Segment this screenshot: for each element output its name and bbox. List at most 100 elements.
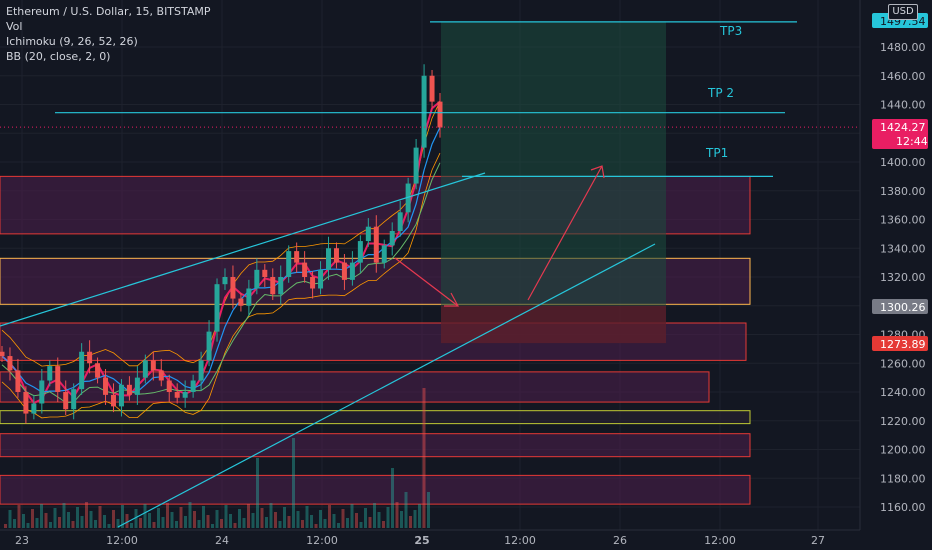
time-axis[interactable]: 23 12:00 24 12:00 25 12:00 26 12:00 27	[0, 529, 860, 547]
volume-bar	[337, 523, 340, 528]
time-tick-label: 27	[811, 534, 825, 547]
volume-bar	[247, 504, 250, 528]
price-badge-current: 1424.27	[880, 121, 926, 134]
price-badge-time: 12:44	[896, 135, 928, 148]
candle-body	[198, 360, 204, 381]
volume-bar	[274, 512, 277, 528]
candle-body	[286, 251, 292, 277]
time-tick-label: 23	[15, 534, 29, 547]
candle-body	[373, 226, 379, 263]
volume-bar	[121, 505, 124, 528]
position-stop-zone	[441, 305, 666, 344]
volume-bars	[4, 388, 430, 528]
base-line	[1, 126, 441, 393]
volume-bar	[319, 510, 322, 528]
volume-bar	[377, 512, 381, 528]
volume-bar	[175, 521, 178, 528]
volume-bar	[4, 524, 7, 528]
volume-bar	[143, 504, 147, 528]
candle-body	[142, 360, 148, 378]
drawings[interactable]	[0, 21, 860, 528]
volume-bar	[391, 468, 394, 528]
volume-bar	[8, 510, 12, 528]
volume-bar	[193, 511, 196, 528]
time-tick-label: 12:00	[504, 534, 536, 547]
volume-bar	[215, 510, 219, 528]
legend-vol[interactable]: Vol	[6, 20, 23, 33]
time-tick-label: 24	[215, 534, 229, 547]
volume-bar	[355, 513, 358, 528]
volume-bar	[94, 520, 97, 528]
price-tick-label: 1180.00	[880, 472, 926, 485]
volume-bar	[116, 519, 120, 528]
currency-button[interactable]: USD	[888, 4, 918, 20]
long-position-tool[interactable]	[441, 21, 666, 344]
candle-body	[381, 245, 387, 263]
upper-trendline	[0, 172, 486, 327]
volume-bar	[332, 514, 336, 528]
volume-bar	[62, 503, 66, 528]
price-tick-label: 1440.00	[880, 99, 926, 112]
volume-bar	[346, 518, 349, 528]
candle-body	[270, 277, 276, 295]
volume-bar	[76, 507, 79, 528]
volume-bar	[328, 505, 331, 528]
support-resistance-zone	[0, 474, 751, 505]
candle-body	[134, 377, 140, 395]
legend-ichimoku[interactable]: Ichimoku (9, 26, 52, 26)	[6, 35, 138, 48]
volume-bar	[31, 509, 34, 528]
legend-symbol[interactable]: Ethereum / U.S. Dollar, 15, BITSTAMP	[6, 5, 211, 18]
volume-bar	[139, 518, 142, 528]
volume-bar	[13, 519, 16, 528]
candle-body	[214, 284, 220, 332]
candle-body	[222, 277, 228, 285]
volume-bar	[373, 503, 376, 528]
volume-bar	[256, 458, 259, 528]
candle-body	[166, 380, 172, 392]
tp1-label: TP1	[705, 146, 728, 160]
volume-bar	[422, 388, 426, 528]
time-tick-label: 12:00	[106, 534, 138, 547]
volume-bar	[44, 513, 48, 528]
candle-body	[230, 277, 236, 299]
time-tick-label: 12:00	[306, 534, 338, 547]
candle-body	[254, 269, 260, 289]
candle-body	[397, 212, 403, 231]
candle-body	[341, 262, 347, 280]
volume-bar	[211, 524, 214, 528]
candle-body	[413, 147, 419, 184]
time-tick-label: 26	[613, 534, 627, 547]
volume-bar	[233, 523, 237, 528]
support-resistance-zone	[0, 410, 751, 425]
price-tick-label: 1480.00	[880, 41, 926, 54]
candle-body	[182, 392, 188, 398]
volume-bar	[427, 492, 430, 528]
volume-bar	[67, 512, 70, 528]
volume-bar	[152, 522, 156, 528]
volume-bar	[202, 506, 205, 528]
candle-body	[278, 277, 284, 295]
volume-bar	[305, 506, 309, 528]
volume-bar	[107, 524, 111, 528]
volume-bar	[301, 520, 304, 528]
candle-body	[405, 183, 411, 213]
volume-bar	[103, 515, 106, 528]
volume-bar	[368, 517, 372, 528]
volume-bar	[98, 506, 102, 528]
price-badge-mid-bg	[872, 299, 928, 314]
legend-bb[interactable]: BB (20, close, 2, 0)	[6, 50, 111, 63]
candle-body	[310, 277, 316, 289]
candle-body	[262, 269, 268, 277]
candle-body	[437, 101, 443, 128]
chart-legend: Ethereum / U.S. Dollar, 15, BITSTAMP Vol…	[6, 4, 211, 64]
volume-bar	[296, 511, 300, 528]
volume-bar	[413, 510, 417, 528]
tp2-label: TP 2	[707, 86, 734, 100]
volume-bar	[85, 502, 88, 528]
candle-body	[357, 241, 363, 263]
candle-body	[55, 366, 61, 392]
volume-bar	[310, 515, 313, 528]
candle-body	[349, 262, 355, 280]
candle-body	[0, 351, 5, 357]
